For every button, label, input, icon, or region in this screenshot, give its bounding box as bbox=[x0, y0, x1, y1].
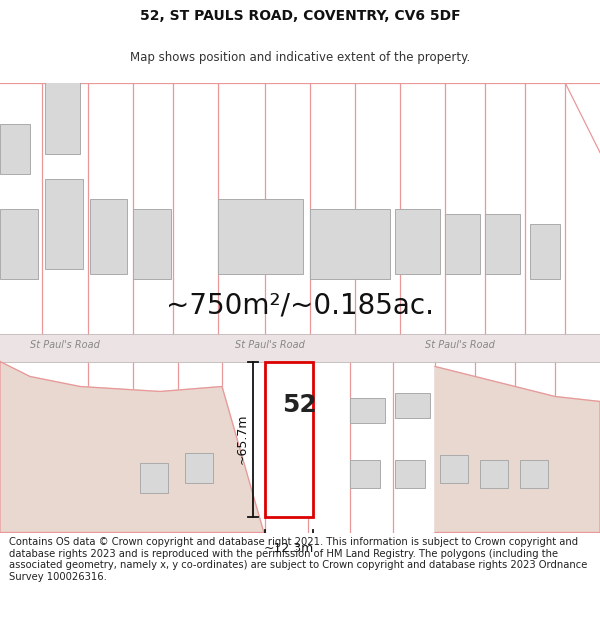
Polygon shape bbox=[435, 366, 600, 532]
Text: Map shows position and indicative extent of the property.: Map shows position and indicative extent… bbox=[130, 51, 470, 64]
Bar bbox=[0, 209, 38, 279]
Bar bbox=[185, 452, 213, 482]
Bar bbox=[310, 209, 390, 279]
Bar bbox=[445, 214, 480, 274]
Bar bbox=[395, 459, 425, 488]
Text: St Paul's Road: St Paul's Road bbox=[425, 339, 495, 349]
Text: 52, ST PAULS ROAD, COVENTRY, CV6 5DF: 52, ST PAULS ROAD, COVENTRY, CV6 5DF bbox=[140, 9, 460, 24]
Bar bbox=[350, 459, 380, 488]
Bar bbox=[395, 209, 440, 274]
Text: ~750m²/~0.185ac.: ~750m²/~0.185ac. bbox=[166, 291, 434, 319]
Bar bbox=[520, 459, 548, 488]
Text: 52: 52 bbox=[281, 393, 316, 417]
Text: ~12.3m: ~12.3m bbox=[264, 542, 314, 555]
Bar bbox=[480, 459, 508, 488]
Bar bbox=[0, 124, 30, 174]
Bar bbox=[530, 224, 560, 279]
Bar bbox=[45, 179, 83, 269]
Bar bbox=[395, 392, 430, 418]
Bar bbox=[90, 199, 127, 274]
Text: St Paul's Road: St Paul's Road bbox=[235, 339, 305, 349]
Bar bbox=[140, 462, 168, 492]
Bar bbox=[485, 214, 520, 274]
Text: ~65.7m: ~65.7m bbox=[235, 414, 248, 464]
Bar bbox=[0, 334, 600, 361]
Text: Contains OS data © Crown copyright and database right 2021. This information is : Contains OS data © Crown copyright and d… bbox=[9, 537, 587, 582]
Polygon shape bbox=[0, 361, 265, 536]
Text: St Paul's Road: St Paul's Road bbox=[30, 339, 100, 349]
Bar bbox=[133, 209, 171, 279]
Bar bbox=[440, 454, 468, 482]
Bar bbox=[350, 398, 385, 422]
Bar bbox=[265, 361, 313, 516]
Bar bbox=[45, 74, 80, 154]
Bar bbox=[218, 199, 303, 274]
